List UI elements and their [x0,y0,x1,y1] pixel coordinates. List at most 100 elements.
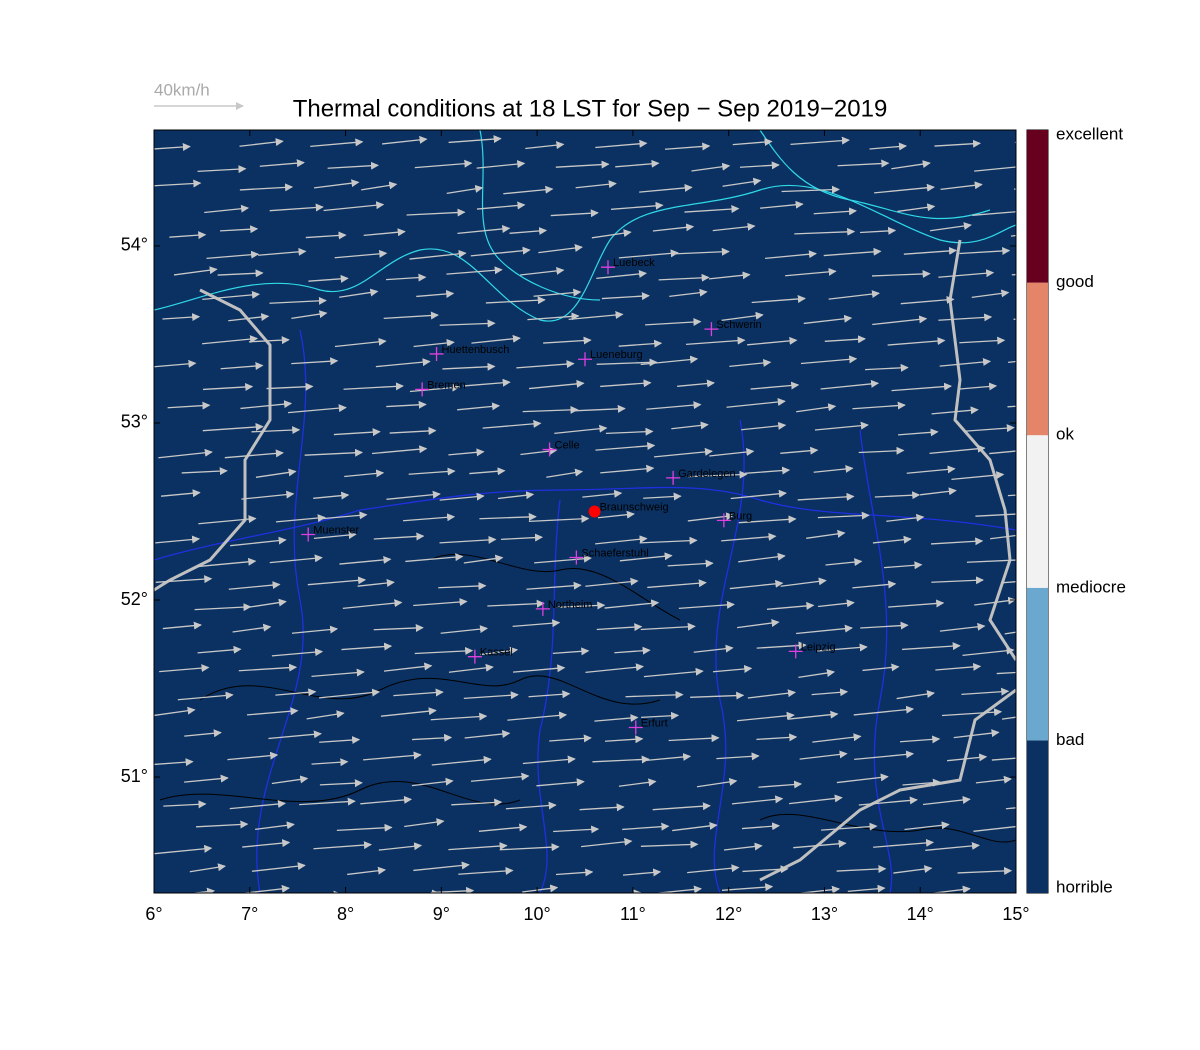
wind-arrow [817,643,868,652]
wind-arrow [244,884,290,893]
city-label: Lueneburg [590,349,643,361]
wind-arrow [688,470,748,479]
wind-arrow [363,751,422,761]
wind-arrow [708,271,751,280]
wind-arrow [403,513,456,522]
wind-arrow [615,159,660,168]
wind-arrow [404,818,445,828]
wind-arrow [975,775,1012,784]
wind-arrow [721,311,764,322]
wind-arrow [336,823,393,832]
wind-arrow [906,465,956,474]
wind-arrow [896,690,936,700]
wind-arrow [902,642,961,651]
wind-arrow [363,228,406,237]
wind-arrow [463,378,511,387]
wind-arrow [503,185,554,195]
wind-arrow [581,837,633,848]
wind-arrow [860,226,897,235]
wind-arrow [595,441,656,451]
wind-arrow [795,885,840,893]
wind-arrow [575,180,617,189]
wind-arrow [639,183,693,193]
wind-arrow [1007,494,1016,497]
wind-arrow [597,510,635,519]
wind-arrow [220,362,264,371]
wind-arrow [686,336,746,346]
wind-arrow [614,646,651,655]
wind-arrow [730,489,787,500]
wind-arrow [990,534,1016,540]
wind-arrow [781,185,840,194]
wind-arrow [154,706,196,717]
wind-arrow [938,313,993,322]
wind-arrow [787,710,839,720]
wind-arrow [591,229,632,239]
wind-arrow [929,444,986,454]
wind-arrow [386,273,427,282]
wind-arrow [169,231,207,240]
wind-arrow [852,580,897,589]
wind-arrow [525,141,565,150]
wind-arrow [195,820,249,829]
wind-arrow [406,208,466,217]
wind-arrow [732,138,773,147]
wind-arrow [596,358,658,367]
wind-arrow [411,777,454,787]
wind-arrow [800,355,858,365]
map-background [154,130,1016,893]
wind-arrow [291,357,339,366]
wind-arrow [408,467,456,476]
wind-arrow [760,200,804,209]
wind-arrow [739,161,780,170]
wind-arrow [582,489,623,498]
colorbar-label: horrible [1056,877,1113,896]
wind-arrow [721,532,777,542]
wind-arrow [181,467,228,476]
wind-arrow [610,201,664,210]
wind-arrow [438,582,487,591]
wind-arrow [197,645,242,654]
wind-arrow [527,312,580,321]
wind-arrow [669,288,708,298]
wind-arrow [736,711,795,722]
wind-arrow [741,421,787,431]
wind-arrow [533,288,582,297]
wind-arrow [554,424,608,435]
wind-arrow [1001,581,1016,584]
wind-arrow [228,581,281,590]
wind-arrow [239,183,294,192]
wind-arrow [386,490,441,500]
wind-arrow [938,269,995,278]
wind-arrow [585,577,639,587]
wind-arrow [729,358,772,368]
wind-arrow [798,669,836,679]
y-tick-label: 52° [121,589,148,609]
city-marker [628,720,643,735]
wind-arrow [883,561,923,570]
wind-arrow [731,795,784,805]
wind-arrow [652,885,702,893]
wind-arrow [430,889,441,893]
wind-arrow [854,750,915,761]
wind-arrow [520,447,558,456]
wind-arrow [667,559,714,568]
wind-arrow [941,708,1003,717]
wind-arrow [751,294,806,304]
wind-arrow [639,536,698,545]
wind-arrow [828,290,880,300]
wind-arrow [162,621,202,630]
wind-arrow [304,448,364,457]
city-label: Huettenbusch [442,344,510,356]
wind-arrow [622,822,670,831]
wind-arrow [872,315,928,326]
wind-arrow [319,736,361,745]
wind-arrow [248,336,290,345]
wind-arrow [858,446,905,455]
wind-arrow [430,712,488,721]
wind-arrow [1004,631,1016,635]
wind-arrow [818,599,855,608]
wind-arrow [333,428,381,437]
wind-arrow [806,529,846,539]
wind-arrow [202,423,264,432]
